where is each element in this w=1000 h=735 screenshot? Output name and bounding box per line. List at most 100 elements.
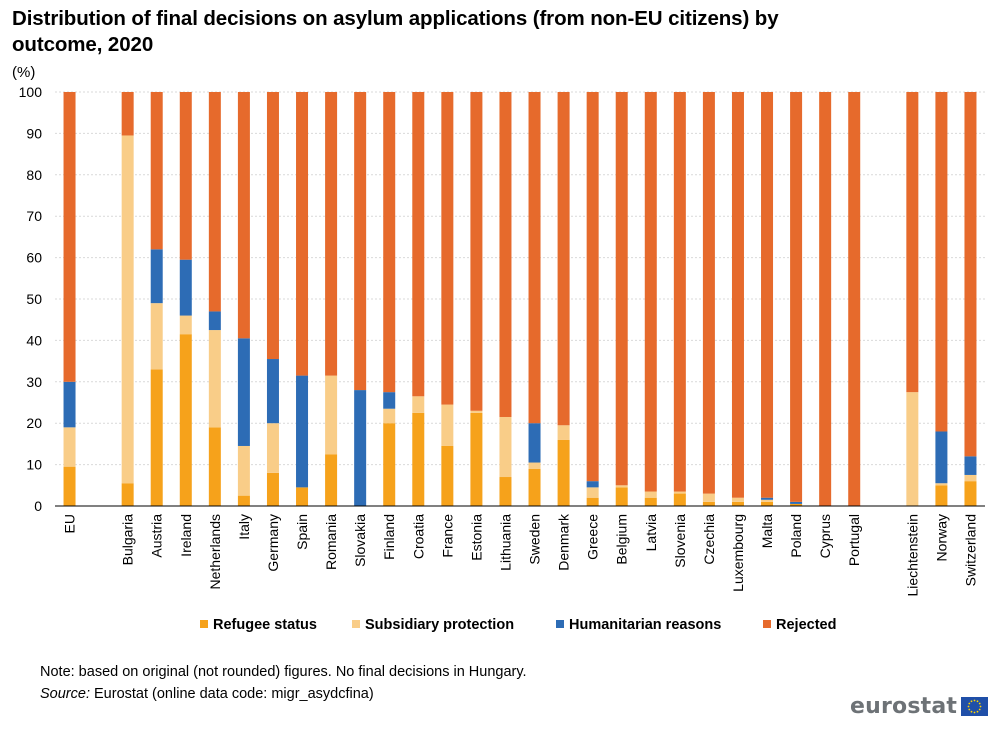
bar-segment-subsidiary-liechtenstein xyxy=(906,392,919,506)
bar-segment-subsidiary-bulgaria xyxy=(121,135,134,484)
bar-segment-subsidiary-luxembourg xyxy=(731,497,744,502)
y-axis-unit-label: (%) xyxy=(12,64,36,81)
x-tick-label: Luxembourg xyxy=(730,514,746,592)
bar-segment-refugee-netherlands xyxy=(208,427,221,506)
y-tick-label: 80 xyxy=(26,167,42,183)
x-tick-label: Italy xyxy=(236,514,252,540)
bar-segment-refugee-greece xyxy=(586,497,599,506)
bar-segment-refugee-poland xyxy=(790,503,803,506)
bar-segment-rejected-norway xyxy=(935,92,948,432)
bar-segment-subsidiary-finland xyxy=(383,408,396,424)
x-tick-label: Spain xyxy=(294,514,310,550)
bar-segment-subsidiary-austria xyxy=(150,303,163,370)
bar-segment-refugee-germany xyxy=(266,472,279,506)
bar-segment-subsidiary-croatia xyxy=(412,396,425,413)
y-tick-label: 30 xyxy=(26,374,42,390)
bar-segment-humanitarian-malta xyxy=(761,497,774,500)
bar-segment-subsidiary-belgium xyxy=(615,485,628,488)
y-tick-label: 0 xyxy=(34,498,42,514)
bar-segment-rejected-austria xyxy=(150,92,163,250)
bar-segment-subsidiary-slovenia xyxy=(673,491,686,494)
x-tick-label: Cyprus xyxy=(817,514,833,558)
y-tick-label: 90 xyxy=(26,125,42,141)
x-tick-label: Austria xyxy=(149,514,165,558)
bar-segment-subsidiary-ireland xyxy=(179,315,192,335)
bar-segment-humanitarian-slovakia xyxy=(354,390,367,506)
bar-segment-subsidiary-norway xyxy=(935,483,948,486)
x-tick-label: Croatia xyxy=(410,514,426,559)
x-tick-label: EU xyxy=(62,514,78,533)
bar-segment-refugee-denmark xyxy=(557,439,570,506)
x-tick-label: Greece xyxy=(585,514,601,560)
bar-segment-subsidiary-latvia xyxy=(644,491,657,498)
bar-segment-rejected-germany xyxy=(266,92,279,360)
bar-segment-rejected-ireland xyxy=(179,92,192,260)
bar-segment-refugee-czechia xyxy=(702,501,715,506)
y-tick-label: 50 xyxy=(26,291,42,307)
legend-swatch-refugee xyxy=(200,620,208,628)
x-tick-label: Romania xyxy=(323,514,339,570)
x-tick-label: Czechia xyxy=(701,514,717,565)
bar-segment-refugee-norway xyxy=(935,485,948,506)
bar-segment-refugee-sweden xyxy=(528,468,541,506)
bar-segment-subsidiary-france xyxy=(441,404,454,446)
bar-segment-refugee-spain xyxy=(296,487,309,506)
bar-segment-subsidiary-greece xyxy=(586,487,599,498)
bar-segment-rejected-malta xyxy=(761,92,774,498)
bar-segment-subsidiary-eu xyxy=(63,427,76,467)
y-tick-label: 10 xyxy=(26,457,42,473)
bar-segment-humanitarian-ireland xyxy=(179,259,192,316)
x-tick-label: Norway xyxy=(933,514,949,561)
bar-segment-rejected-slovenia xyxy=(673,92,686,492)
x-tick-label: Ireland xyxy=(178,514,194,557)
bar-segment-rejected-slovakia xyxy=(354,92,367,391)
bar-segment-refugee-latvia xyxy=(644,497,657,506)
y-tick-label: 100 xyxy=(19,84,43,100)
bar-segment-refugee-switzerland xyxy=(964,481,977,506)
legend-swatch-humanitarian xyxy=(556,620,564,628)
bar-segment-humanitarian-greece xyxy=(586,481,599,488)
legend: Refugee status Subsidiary protection Human… xyxy=(200,617,836,633)
bar-segment-refugee-eu xyxy=(63,466,76,506)
x-tick-label: Malta xyxy=(759,514,775,548)
gridlines xyxy=(55,91,985,466)
bar-segment-humanitarian-poland xyxy=(790,501,803,504)
bar-segment-rejected-netherlands xyxy=(208,92,221,312)
bar-segment-subsidiary-romania xyxy=(325,375,338,455)
x-tick-label: Poland xyxy=(788,514,804,558)
bar-segment-refugee-lithuania xyxy=(499,477,512,506)
bar-segment-rejected-finland xyxy=(383,92,396,393)
bar-segment-refugee-austria xyxy=(150,369,163,506)
bar-segment-humanitarian-eu xyxy=(63,381,76,428)
bar-segment-refugee-italy xyxy=(237,495,250,506)
x-axis-tick-labels: EU Bulgaria Austria Ireland Netherlands Italy… xyxy=(62,513,979,597)
bar-segment-humanitarian-italy xyxy=(237,338,250,446)
bar-segment-subsidiary-sweden xyxy=(528,462,541,469)
legend-swatch-rejected xyxy=(763,620,771,628)
source-label: Source: xyxy=(40,686,90,702)
bar-segment-rejected-eu xyxy=(63,92,76,382)
legend-label-humanitarian: Humanitarian reasons xyxy=(569,617,721,633)
chart-source: Source: Eurostat (online data code: migr… xyxy=(40,686,374,702)
bar-segment-rejected-poland xyxy=(790,92,803,502)
bar-segment-refugee-finland xyxy=(383,423,396,506)
bar-segment-refugee-estonia xyxy=(470,412,483,506)
chart-note: Note: based on original (not rounded) fi… xyxy=(40,664,527,680)
bar-segment-rejected-estonia xyxy=(470,92,483,411)
bar-segment-humanitarian-sweden xyxy=(528,423,541,463)
bar-segment-rejected-france xyxy=(441,92,454,405)
bar-segment-subsidiary-estonia xyxy=(470,410,483,413)
bar-segment-subsidiary-denmark xyxy=(557,425,570,440)
x-tick-label: Netherlands xyxy=(207,514,223,590)
legend-label-rejected: Rejected xyxy=(776,617,836,633)
x-tick-label: Lithuania xyxy=(497,514,513,571)
bar-segment-rejected-spain xyxy=(296,92,309,376)
bar-segment-rejected-cyprus xyxy=(819,92,832,506)
source-text: Eurostat (online data code: migr_asydcfi… xyxy=(89,686,374,702)
stacked-bar-chart: 0 10 20 30 40 50 60 70 80 90 100 EU Bulgaria Austria… xyxy=(19,84,985,633)
bar-segment-subsidiary-netherlands xyxy=(208,330,221,428)
bar-segment-refugee-malta xyxy=(761,501,774,506)
bar-segment-subsidiary-germany xyxy=(266,423,279,473)
x-tick-label: Sweden xyxy=(527,514,543,565)
eu-flag-icon xyxy=(961,697,989,716)
